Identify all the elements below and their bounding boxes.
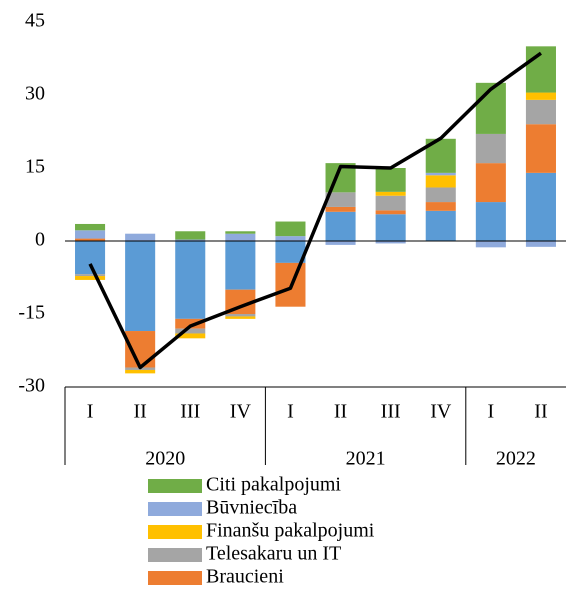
y-tick-label: 15 xyxy=(25,156,45,178)
legend-label: Citi pakalpojumi xyxy=(206,474,341,496)
bar-segment xyxy=(175,328,206,334)
bar-segment xyxy=(525,172,556,241)
legend-label: Braucieni xyxy=(206,566,284,588)
x-tick-label: II xyxy=(334,401,347,423)
x-tick-label: II xyxy=(534,401,547,423)
legend-swatch xyxy=(148,479,202,493)
bar-segment xyxy=(425,172,456,176)
x-tick-label: I xyxy=(488,401,495,423)
bar-segment xyxy=(425,210,456,241)
y-tick-label: -30 xyxy=(18,375,45,397)
bar-segment xyxy=(75,241,106,275)
bar-segment xyxy=(75,223,106,231)
x-group-label: 2020 xyxy=(145,448,185,470)
bar-segment xyxy=(325,206,356,212)
legend-label: Telesakaru un IT xyxy=(206,543,341,565)
bar-segment xyxy=(475,163,506,203)
bar-segment xyxy=(375,214,406,241)
bar-segment xyxy=(225,241,256,290)
bar-segment xyxy=(375,210,406,215)
bar-segment xyxy=(75,274,106,277)
x-group-label: 2022 xyxy=(496,448,536,470)
bar-segment xyxy=(225,231,256,234)
bar-segment xyxy=(175,333,206,339)
legend-label: Būvniecība xyxy=(206,497,297,519)
y-tick-label: 0 xyxy=(35,229,45,251)
legend-label: Finanšu pakalpojumi xyxy=(206,520,375,542)
legend-swatch xyxy=(148,571,202,585)
bar-segment xyxy=(425,187,456,203)
legend-swatch xyxy=(148,548,202,562)
x-tick-label: III xyxy=(180,401,200,423)
bar-segment xyxy=(375,241,406,244)
bar-segment xyxy=(525,92,556,100)
y-tick-label: 45 xyxy=(25,10,45,32)
x-tick-label: III xyxy=(381,401,401,423)
bar-segment xyxy=(75,276,106,280)
bar-segment xyxy=(275,221,306,237)
bar-segment xyxy=(525,241,556,247)
bar-segment xyxy=(375,191,406,196)
bar-segment xyxy=(325,241,356,245)
bar-segment xyxy=(125,369,156,374)
bar-segment xyxy=(475,241,506,248)
y-tick-label: 30 xyxy=(25,83,45,105)
x-tick-label: I xyxy=(87,401,94,423)
bar-segment xyxy=(125,233,156,241)
x-tick-label: II xyxy=(133,401,146,423)
bar-segment xyxy=(375,195,406,211)
bar-segment xyxy=(75,238,106,241)
bar-segment xyxy=(425,175,456,188)
bar-segment xyxy=(175,231,206,240)
bar-segment xyxy=(525,124,556,173)
legend-swatch xyxy=(148,525,202,539)
bar-segment xyxy=(175,241,206,319)
x-tick-label: I xyxy=(287,401,294,423)
bar-segment xyxy=(325,211,356,241)
bar-segment xyxy=(425,202,456,211)
bar-segment xyxy=(275,241,306,263)
bar-segment xyxy=(225,233,256,241)
x-tick-label: IV xyxy=(230,401,252,423)
bar-segment xyxy=(225,314,256,317)
y-tick-label: -15 xyxy=(18,302,45,324)
bar-segment xyxy=(475,202,506,241)
bar-segment xyxy=(375,168,406,192)
bar-segment xyxy=(325,192,356,207)
bar-segment xyxy=(175,239,206,241)
bar-segment xyxy=(125,241,156,332)
x-group-label: 2021 xyxy=(346,448,386,470)
bar-segment xyxy=(525,99,556,125)
line xyxy=(88,51,542,370)
bar-segment xyxy=(75,230,106,239)
bar-segment xyxy=(225,316,256,319)
legend-swatch xyxy=(148,502,202,516)
bar-segment xyxy=(475,133,506,164)
bar-segment xyxy=(275,236,306,241)
x-tick-label: IV xyxy=(430,401,452,423)
bar-segment xyxy=(175,318,206,329)
